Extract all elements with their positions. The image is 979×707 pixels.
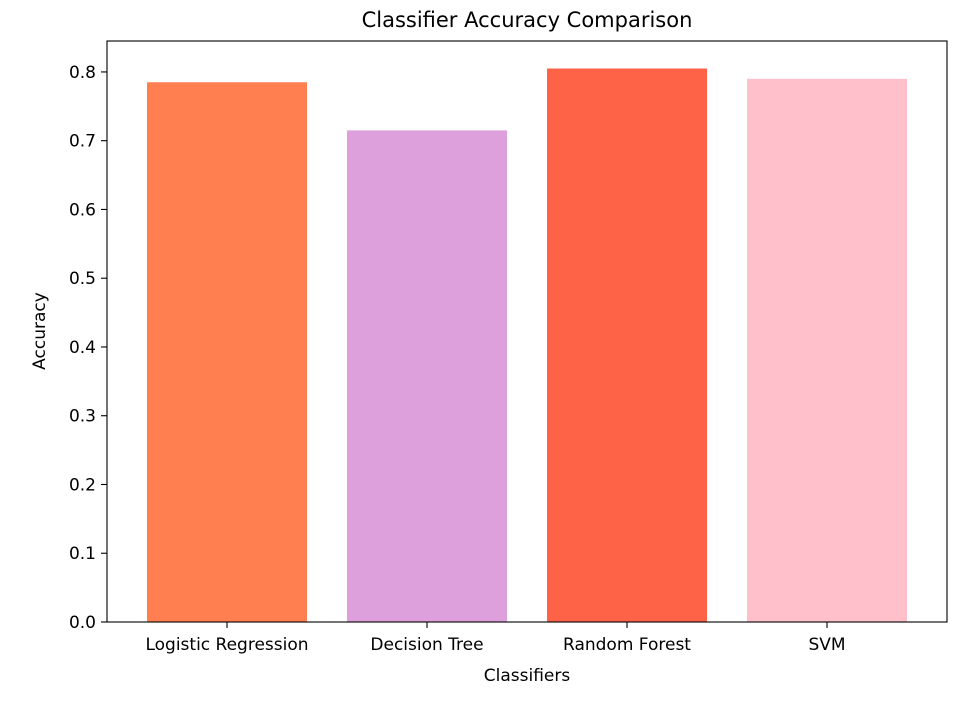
- y-axis-label: Accuracy: [30, 292, 50, 370]
- bar: [347, 130, 507, 622]
- x-tick-label: Random Forest: [563, 635, 691, 655]
- y-tick-label: 0.8: [69, 63, 96, 83]
- y-tick-label: 0.1: [69, 544, 96, 564]
- x-axis-ticks: Logistic Regression Decision Tree Random F…: [145, 622, 846, 655]
- y-tick-label: 0.2: [69, 475, 96, 495]
- x-axis-label: Classifiers: [484, 666, 571, 686]
- y-tick-label: 0.7: [69, 132, 96, 152]
- bar: [547, 68, 707, 622]
- y-tick-label: 0.3: [69, 407, 96, 427]
- y-tick-label: 0.0: [69, 613, 96, 633]
- x-tick-label: Logistic Regression: [145, 635, 308, 655]
- y-axis-ticks: 0.0 0.1 0.2 0.3 0.4 0.5 0.6 0.7 0.8: [69, 63, 107, 633]
- x-tick-label: Decision Tree: [370, 635, 483, 655]
- plot-frame: [106, 40, 948, 623]
- y-tick-label: 0.6: [69, 200, 96, 220]
- bar: [747, 78, 907, 622]
- chart-title: Classifier Accuracy Comparison: [362, 8, 693, 32]
- y-tick-label: 0.4: [69, 338, 96, 358]
- bars-group: [147, 68, 907, 622]
- y-tick-label: 0.5: [69, 269, 96, 289]
- bar: [147, 82, 307, 622]
- x-tick-label: SVM: [808, 635, 845, 655]
